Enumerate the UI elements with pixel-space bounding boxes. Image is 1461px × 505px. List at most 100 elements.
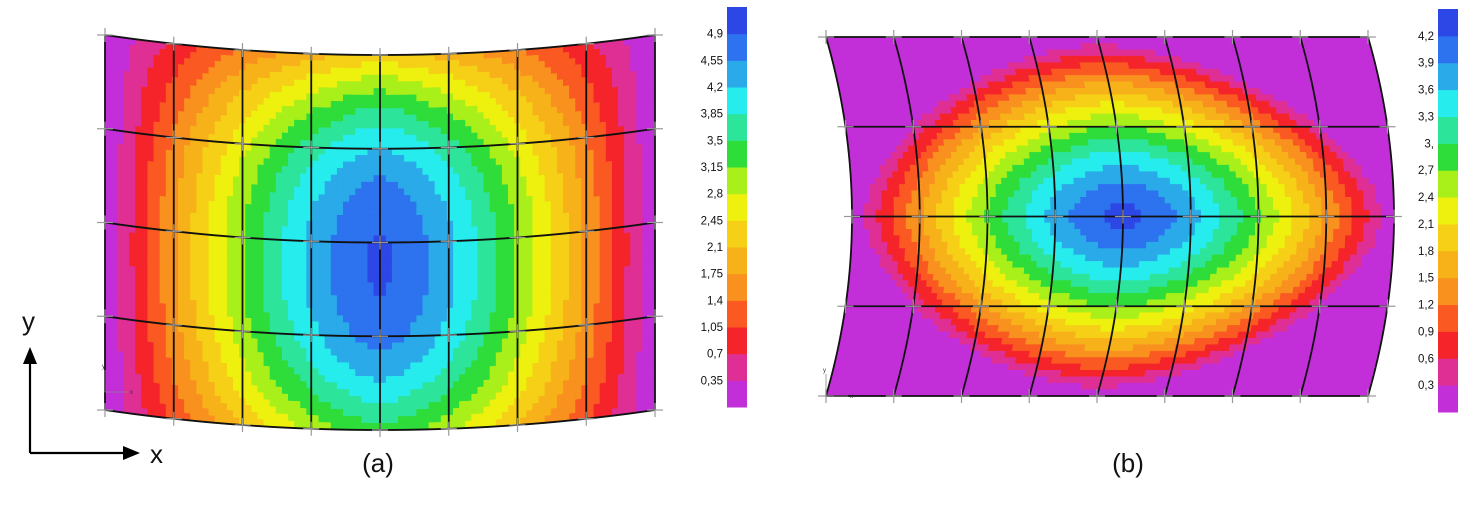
contour-cell xyxy=(508,250,515,259)
contour-cell xyxy=(361,121,369,129)
contour-cell xyxy=(483,225,491,234)
contour-cell xyxy=(471,273,479,281)
contour-cell xyxy=(410,402,417,410)
contour-cell xyxy=(599,88,607,97)
contour-cell xyxy=(147,93,155,103)
contour-cell xyxy=(489,57,497,66)
contour-cell xyxy=(184,332,191,341)
contour-cell xyxy=(288,59,295,67)
contour-cell xyxy=(251,83,259,92)
contour-cell xyxy=(428,355,436,363)
contour-cell xyxy=(312,66,320,75)
panel-a: x y 4,94,554,23,853,53,152,82,452,11,751… xyxy=(97,7,747,478)
contour-cell xyxy=(153,329,161,338)
contour-cell xyxy=(569,278,576,287)
contour-cell xyxy=(465,206,472,215)
contour-cell xyxy=(373,315,381,324)
contour-cell xyxy=(294,313,301,322)
contour-cell xyxy=(569,332,576,341)
contour-cell xyxy=(483,71,491,80)
contour-cell xyxy=(410,282,417,290)
contour-cell xyxy=(147,388,155,397)
contour-cell xyxy=(104,61,112,70)
contour-cell xyxy=(434,180,442,189)
contour-cell xyxy=(226,403,234,412)
contour-cell xyxy=(165,397,173,406)
contour-cell xyxy=(202,186,210,195)
contour-cell xyxy=(391,168,399,176)
contour-cell xyxy=(501,358,509,367)
contour-cell xyxy=(483,252,491,261)
contour-cell xyxy=(569,359,576,368)
contour-cell xyxy=(226,282,234,291)
contour-cell xyxy=(129,171,136,181)
contour-cell xyxy=(544,53,552,62)
contour-cell xyxy=(202,220,210,229)
contour-cell xyxy=(556,340,564,349)
contour-cell xyxy=(556,92,564,101)
contour-cell xyxy=(489,84,497,93)
contour-cell xyxy=(624,399,631,408)
contour-cell xyxy=(245,270,252,279)
contour-cell xyxy=(330,254,338,263)
contour-cell xyxy=(563,292,570,301)
contour-cell xyxy=(349,282,356,290)
contour-cell xyxy=(196,266,204,275)
contour-cell xyxy=(288,320,295,328)
contour-cell xyxy=(373,302,381,310)
contour-cell xyxy=(459,387,466,396)
contour-cell xyxy=(178,104,185,113)
contour-cell xyxy=(330,54,338,62)
contour-cell xyxy=(501,90,509,99)
contour-cell xyxy=(123,285,130,294)
contour-cell xyxy=(477,58,485,67)
contour-cell xyxy=(575,177,582,186)
contour-cell xyxy=(440,294,448,303)
contour-cell xyxy=(624,372,631,382)
contour-cell xyxy=(153,215,161,224)
contour-cell xyxy=(312,80,320,88)
contour-cell xyxy=(367,322,375,330)
contour-cell xyxy=(336,174,344,183)
contour-cell xyxy=(343,201,350,210)
contour-cell xyxy=(642,82,650,91)
contour-cell xyxy=(630,144,637,153)
contour-cell xyxy=(336,127,344,136)
contour-cell xyxy=(159,276,167,285)
contour-cell xyxy=(104,148,112,157)
contour-cell xyxy=(477,252,485,261)
contour-cell xyxy=(324,114,332,122)
contour-cell xyxy=(642,356,650,366)
contour-cell xyxy=(428,274,436,283)
contour-cell xyxy=(281,119,289,127)
contour-cell xyxy=(373,88,381,96)
contour-cell xyxy=(330,221,338,229)
contour-cell xyxy=(508,364,515,373)
contour-cell xyxy=(275,379,283,388)
contour-cell xyxy=(367,268,375,277)
contour-cell xyxy=(624,265,631,274)
contour-cell xyxy=(404,416,411,424)
contour-cell xyxy=(465,119,472,128)
contour-cell xyxy=(471,206,479,214)
contour-cell xyxy=(123,244,130,254)
contour-cell xyxy=(184,305,191,314)
contour-cell xyxy=(263,385,271,394)
contour-cell xyxy=(349,268,356,277)
contour-cell xyxy=(251,411,259,420)
contour-cell xyxy=(361,81,369,89)
contour-cell xyxy=(508,203,515,212)
contour-cell xyxy=(294,400,301,409)
contour-cell xyxy=(593,88,601,97)
contour-cell xyxy=(226,256,234,264)
contour-cell xyxy=(532,101,540,110)
contour-cell xyxy=(220,402,228,411)
contour-cell xyxy=(214,168,222,176)
contour-cell xyxy=(422,54,430,62)
contour-cell xyxy=(489,124,497,133)
contour-cell xyxy=(630,197,637,207)
contour-cell xyxy=(489,104,497,113)
contour-cell xyxy=(288,300,295,308)
contour-cell xyxy=(202,66,210,75)
contour-cell xyxy=(385,155,393,163)
